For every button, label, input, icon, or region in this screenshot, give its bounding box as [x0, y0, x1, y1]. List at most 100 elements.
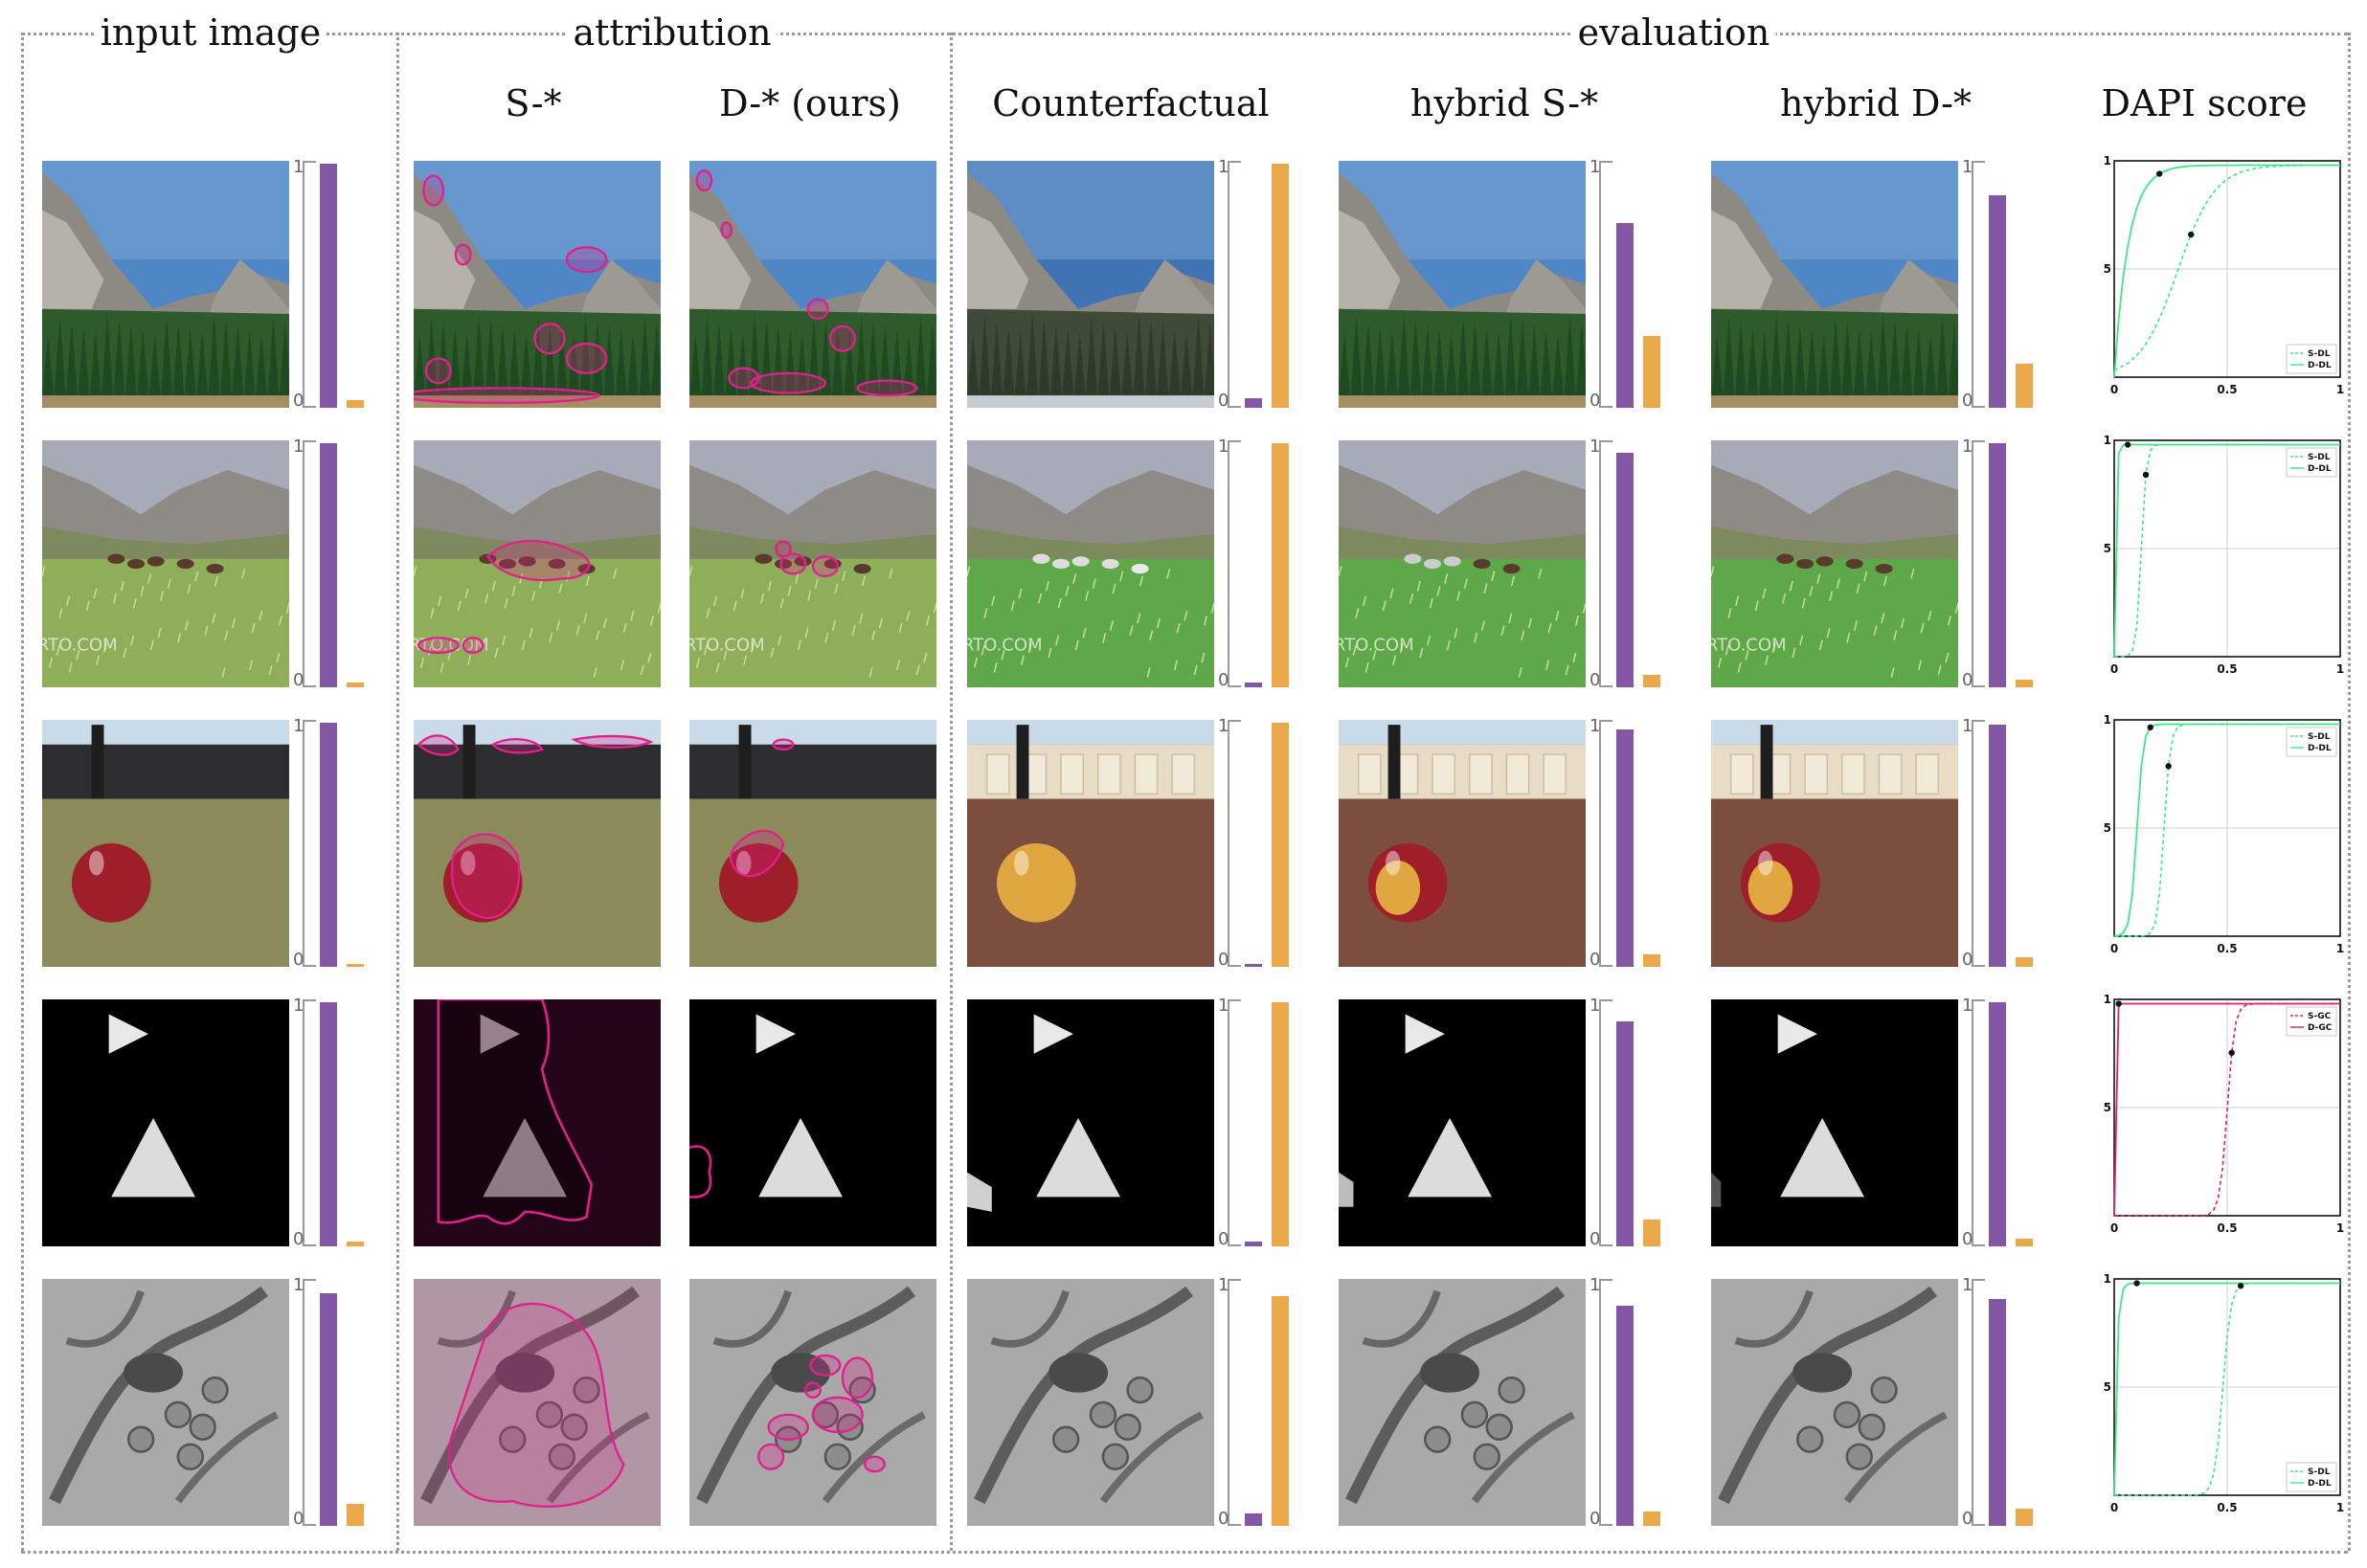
- bar-axis-top-label: 1: [1218, 1275, 1229, 1295]
- y-tick-label: 0.5: [2103, 262, 2111, 276]
- class-a-bar: [1245, 1513, 1262, 1526]
- bar-axis-bottom-label: 0: [1962, 1509, 1973, 1529]
- bar-axis-top-label: 1: [1962, 996, 1973, 1016]
- s-star-attribution-image: [414, 999, 661, 1246]
- class-b-bar: [347, 964, 364, 967]
- dapi-curve-d: [2113, 443, 2340, 658]
- class-b-bar: [1272, 163, 1289, 408]
- dapi-curve-d: [2113, 1002, 2340, 1217]
- class-b-bar: [1643, 336, 1660, 408]
- bar-axis-bracket: [1599, 720, 1612, 967]
- bar-axis-bracket: [1972, 1279, 1985, 1526]
- s-star-attribution-image: RTO.COM: [414, 440, 661, 687]
- bar-axis-bottom-label: 0: [1962, 950, 1973, 970]
- bar-axis-bottom-label: 0: [1218, 950, 1229, 970]
- dapi-marker: [2165, 763, 2172, 770]
- header-attribution: attribution: [567, 13, 778, 52]
- class-a-bar: [1989, 195, 2006, 408]
- plot-frame: [2113, 998, 2341, 1217]
- x-tick-label: 0.5: [2217, 1501, 2237, 1514]
- dapi-marker: [2228, 1049, 2235, 1056]
- class-a-bar: [320, 442, 337, 687]
- divider-input-attribution: [396, 33, 399, 1551]
- input-image: [42, 1279, 289, 1526]
- class-a-bar: [1616, 452, 1634, 687]
- class-b-bar: [347, 400, 364, 408]
- dapi-plot: 0 0.5 1 0.5 1 S-DL D-DL: [2091, 1272, 2354, 1522]
- subheader-dapi: DAPI score: [2101, 82, 2308, 124]
- dapi-legend: [2286, 447, 2337, 478]
- y-tick-label: 0.5: [2103, 1380, 2111, 1394]
- bar-axis-bottom-label: 0: [1218, 1509, 1229, 1529]
- dapi-marker: [2237, 1283, 2244, 1289]
- bar-axis-top-label: 1: [293, 1275, 304, 1295]
- hybrid-s-image: RTO.COM: [1339, 440, 1586, 687]
- class-b-bar: [1643, 1219, 1660, 1246]
- class-a-bar: [320, 163, 337, 408]
- d-star-attribution-image: [689, 1279, 936, 1526]
- x-tick-label: 1: [2336, 942, 2344, 955]
- bar-axis-top-label: 1: [1589, 996, 1601, 1016]
- bar-axis-bottom-label: 0: [293, 391, 304, 411]
- bar-axis-top-label: 1: [1218, 716, 1229, 736]
- bar-axis-bottom-label: 0: [1589, 1509, 1601, 1529]
- svg-text:RTO.COM: RTO.COM: [689, 635, 765, 655]
- legend-label: D-DL: [2308, 744, 2332, 753]
- bar-axis-bracket: [1599, 161, 1612, 408]
- dapi-curve-d: [2113, 1282, 2340, 1496]
- bar-axis-bottom-label: 0: [1962, 670, 1973, 690]
- dapi-curve-d: [2113, 164, 2340, 378]
- y-tick-label: 1: [2104, 435, 2111, 447]
- plot-frame: [2113, 719, 2341, 937]
- bar-axis-bracket: [303, 161, 316, 408]
- bar-axis-top-label: 1: [1962, 716, 1973, 736]
- hybrid-d-image: [1711, 1279, 1958, 1526]
- bar-axis-top-label: 1: [293, 157, 304, 177]
- input-image: [42, 720, 289, 967]
- bar-axis-bottom-label: 0: [1962, 1229, 1973, 1249]
- hybrid-s-image: [1339, 1279, 1586, 1526]
- bar-axis-top-label: 1: [1218, 157, 1229, 177]
- class-b-bar: [347, 1503, 364, 1526]
- s-star-attribution-image: [414, 720, 661, 967]
- dapi-marker: [2133, 1280, 2140, 1287]
- bar-axis-top-label: 1: [293, 716, 304, 736]
- class-a-bar: [1989, 1298, 2006, 1526]
- bar-axis-top-label: 1: [1962, 437, 1973, 457]
- bar-axis-bracket: [1228, 720, 1241, 967]
- counterfactual-image: [967, 720, 1214, 967]
- legend-label: D-DL: [2308, 361, 2332, 370]
- counterfactual-image: [967, 161, 1214, 408]
- svg-text:RTO.COM: RTO.COM: [967, 635, 1043, 655]
- bar-axis-bracket: [1599, 1279, 1612, 1526]
- bar-axis-bottom-label: 0: [1218, 391, 1229, 411]
- class-b-bar: [1272, 1001, 1289, 1246]
- counterfactual-image: [967, 999, 1214, 1246]
- plot-frame: [2113, 160, 2341, 378]
- dapi-marker: [2156, 170, 2163, 177]
- class-b-bar: [1643, 954, 1660, 967]
- class-a-bar: [1616, 1306, 1634, 1526]
- y-tick-label: 0.5: [2103, 542, 2111, 555]
- bar-axis-top-label: 1: [1962, 1275, 1973, 1295]
- hybrid-d-image: [1711, 720, 1958, 967]
- d-star-attribution-image: [689, 161, 936, 408]
- dapi-plot: 0 0.5 1 0.5 1 S-GC D-GC: [2091, 993, 2354, 1243]
- class-b-bar: [1272, 1296, 1289, 1526]
- plot-frame: [2113, 439, 2341, 658]
- class-a-bar: [1245, 1241, 1262, 1246]
- legend-label: S-DL: [2308, 349, 2331, 359]
- y-tick-label: 1: [2104, 155, 2111, 168]
- x-tick-label: 0: [2110, 1501, 2118, 1514]
